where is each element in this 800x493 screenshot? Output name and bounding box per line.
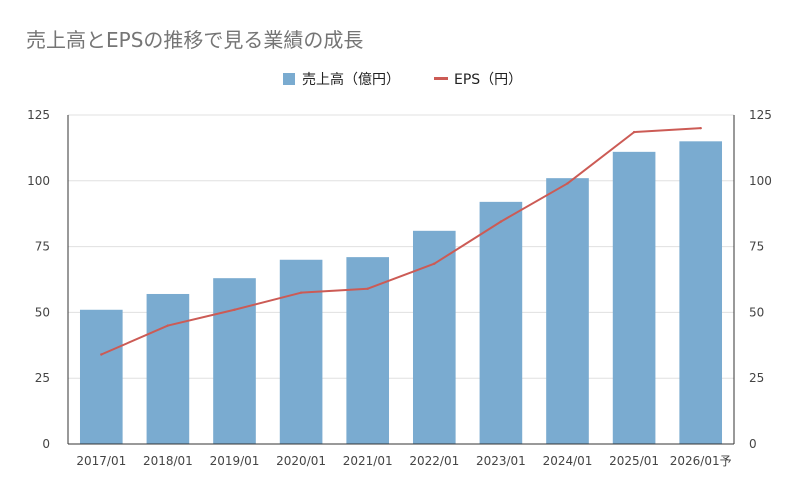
y-tick-label: 125: [27, 108, 50, 122]
eps-point: [699, 126, 702, 130]
y2-tick-label: 50: [749, 305, 764, 319]
x-tick-label: 2021/01: [343, 454, 393, 468]
eps-point: [299, 291, 303, 294]
y-tick-label: 75: [35, 240, 50, 254]
eps-point: [100, 353, 103, 356]
axes: [67, 115, 735, 445]
sales-bar: [479, 201, 523, 444]
sales-bar: [279, 259, 323, 444]
legend-swatch-eps: [434, 77, 448, 80]
sales-bar: [346, 257, 390, 444]
sales-bar: [612, 151, 656, 444]
sales-bar: [79, 309, 123, 444]
legend: 売上高（億円） EPS（円）: [283, 71, 522, 88]
sales-bar: [213, 278, 256, 444]
eps-point: [166, 324, 170, 327]
x-tick-label: 2017/01: [76, 454, 126, 468]
x-tick-label: 2026/01予: [670, 454, 732, 468]
x-tick-label: 2022/01: [409, 454, 459, 468]
sales-bar: [146, 293, 190, 444]
sales-bar: [412, 230, 456, 444]
y-tick-label: 100: [27, 174, 50, 188]
sales-bar: [546, 178, 589, 444]
eps-line: [100, 127, 701, 356]
bars: [79, 141, 723, 444]
sales-bar: [679, 141, 723, 444]
tick-labels: 0 25 50 75 100 125 0 25 50 75 100 125 2017/01 2018/01…: [27, 108, 772, 468]
eps-point: [632, 130, 636, 134]
legend-label-sales: 売上高（億円）: [302, 71, 400, 88]
eps-point: [233, 308, 236, 311]
x-tick-label: 2018/01: [143, 454, 193, 468]
x-tick-label: 2023/01: [476, 454, 526, 468]
y2-tick-label: 0: [749, 437, 757, 451]
x-tick-label: 2019/01: [210, 454, 260, 468]
y-tick-label: 25: [35, 371, 50, 385]
legend-label-eps: EPS（円）: [454, 72, 522, 88]
eps-point: [433, 262, 436, 265]
legend-swatch-sales: [283, 73, 295, 85]
y-tick-label: 0: [42, 437, 50, 451]
y2-tick-label: 125: [749, 108, 772, 122]
y-tick-label: 50: [35, 305, 50, 319]
eps-point: [566, 182, 569, 185]
y2-tick-label: 25: [749, 371, 764, 385]
y2-tick-label: 75: [749, 240, 764, 254]
y2-tick-label: 100: [749, 174, 772, 188]
eps-point: [499, 220, 503, 223]
eps-point: [366, 287, 369, 290]
eps-line-layer: [100, 126, 702, 356]
x-tick-label: 2020/01: [276, 454, 326, 468]
chart-title: 売上高とEPSの推移で見る業績の成長: [26, 28, 363, 52]
x-tick-label: 2024/01: [543, 454, 593, 468]
x-tick-label: 2025/01: [609, 454, 659, 468]
